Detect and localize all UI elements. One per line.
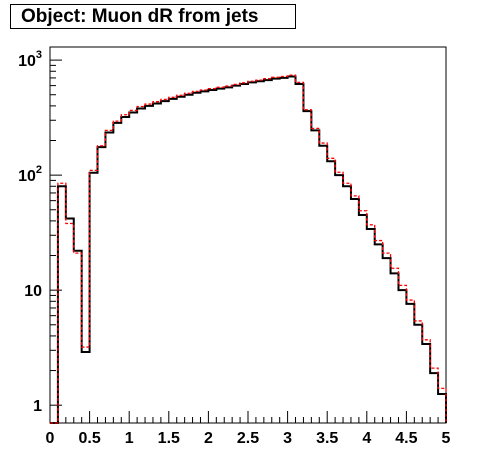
y-tick-label: 10 [24,283,42,300]
x-axis: 0 0.5 1 1.5 2 2.5 3 3.5 4 4.5 5 [46,411,451,447]
y-tick-label: 102 [18,164,42,185]
histogram-series-1 [50,75,447,424]
y-tick-label: 1 [33,398,42,415]
y-tick-base: 1 [33,398,42,415]
x-tick-label: 3 [283,430,292,447]
histogram-series-2 [50,74,447,424]
x-tick-label: 5 [442,430,451,447]
x-tick-label: 0 [46,430,55,447]
y-tick-label: 103 [18,49,42,70]
plot-frame [49,46,447,424]
y-tick-base: 10 [18,168,36,185]
x-tick-label: 4 [362,430,371,447]
x-tick-label: 1.5 [158,430,180,447]
x-tick-label: 1 [125,430,134,447]
y-tick-base: 10 [24,283,42,300]
y-tick-exponent: 2 [36,164,42,176]
x-tick-label: 2 [204,430,213,447]
x-tick-label: 4.5 [395,430,417,447]
x-tick-label: 2.5 [237,430,259,447]
chart-title: Object: Muon dR from jets [10,4,296,29]
x-tick-label: 0.5 [78,430,100,447]
y-tick-base: 10 [18,53,36,70]
series-layer [50,74,447,424]
x-tick-label: 3.5 [316,430,338,447]
y-tick-exponent: 3 [36,49,42,61]
